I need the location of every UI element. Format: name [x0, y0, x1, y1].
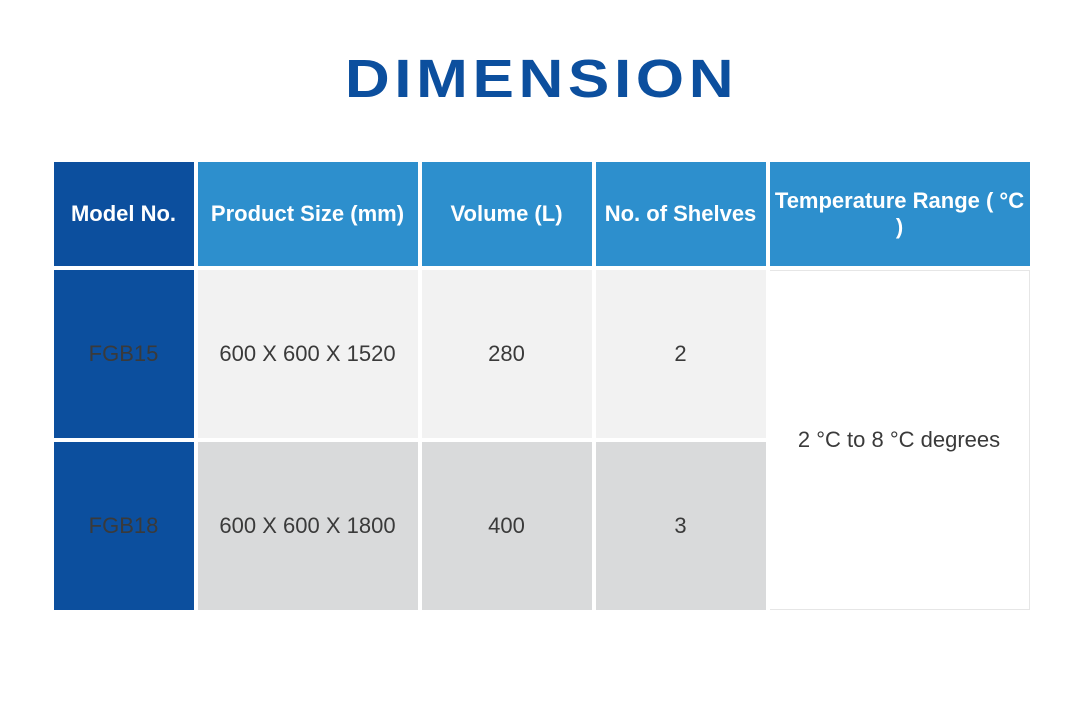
cell-model: FGB18 [54, 442, 194, 610]
cell-size: 600 X 600 X 1520 [198, 270, 418, 438]
table-row: FGB15 600 X 600 X 1520 280 2 2 °C to 8 °… [54, 270, 1030, 438]
col-header-model: Model No. [54, 162, 194, 266]
cell-volume: 280 [422, 270, 592, 438]
col-header-temp: Temperature Range ( °C ) [770, 162, 1030, 266]
cell-model: FGB15 [54, 270, 194, 438]
col-header-size: Product Size (mm) [198, 162, 418, 266]
dimension-table: Model No. Product Size (mm) Volume (L) N… [50, 158, 1034, 614]
cell-temp-range: 2 °C to 8 °C degrees [770, 270, 1030, 610]
cell-size: 600 X 600 X 1800 [198, 442, 418, 610]
col-header-volume: Volume (L) [422, 162, 592, 266]
cell-volume: 400 [422, 442, 592, 610]
table-header-row: Model No. Product Size (mm) Volume (L) N… [54, 162, 1030, 266]
page: DIMENSION Model No. Product Size (mm) Vo… [0, 0, 1083, 717]
page-title: DIMENSION [0, 48, 1083, 110]
cell-shelves: 3 [596, 442, 766, 610]
col-header-shelves: No. of Shelves [596, 162, 766, 266]
cell-shelves: 2 [596, 270, 766, 438]
